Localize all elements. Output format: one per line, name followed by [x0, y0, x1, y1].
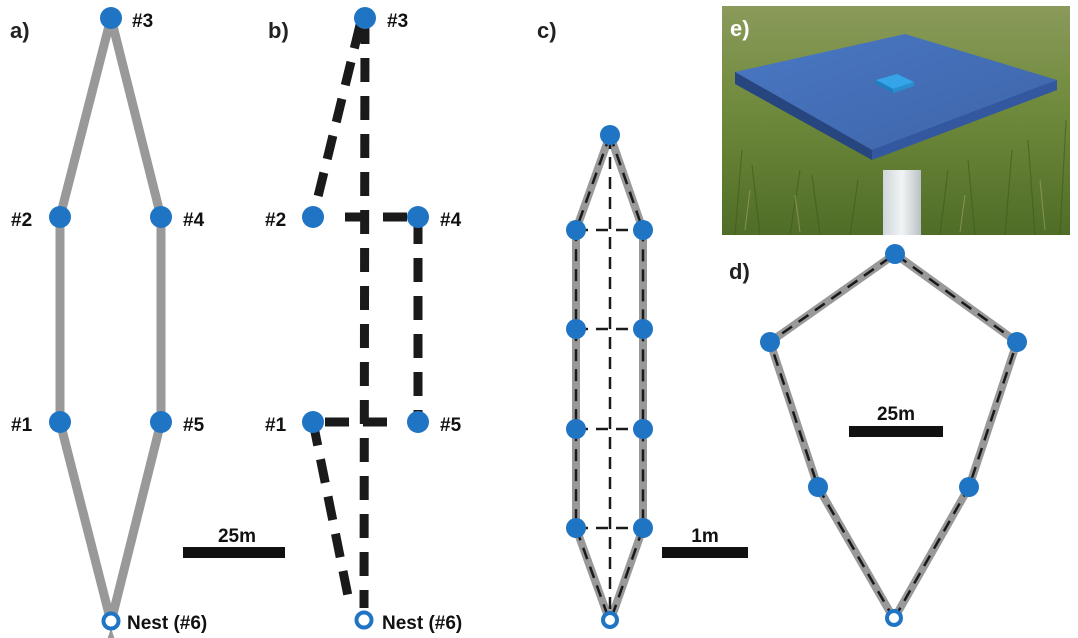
panel-e-label: e)	[730, 16, 750, 41]
board-side	[872, 80, 1057, 160]
node-5	[150, 411, 172, 433]
node-3	[354, 7, 376, 29]
feeder-block-side	[893, 82, 914, 93]
node-top	[600, 125, 620, 145]
node-1	[302, 411, 324, 433]
route-line	[55, 13, 166, 624]
feeder-block	[876, 74, 914, 89]
nest-node	[101, 611, 121, 631]
scale-bar	[662, 547, 748, 558]
node-2-label: #2	[265, 210, 286, 231]
panel-a: a) #3 #2 #4 #1 #5 Nest (#6) 25m	[10, 7, 285, 638]
nest-label: Nest (#6)	[382, 613, 462, 634]
panel-b: b) #3 #2 #4 #1 #5 Nest (#6)	[265, 7, 462, 634]
node	[566, 220, 586, 240]
panel-b-label: b)	[268, 18, 289, 43]
node	[633, 220, 653, 240]
board-side	[735, 72, 872, 160]
feeder-block-side	[876, 80, 893, 93]
right-dash	[608, 134, 645, 623]
panel-e-photo: e)	[722, 6, 1070, 236]
path-4-to-5	[345, 212, 423, 422]
node-4	[150, 206, 172, 228]
node	[566, 518, 586, 538]
nest-node	[601, 611, 619, 629]
node	[760, 332, 780, 352]
nest-node	[354, 610, 374, 630]
node-5-label: #5	[183, 415, 205, 436]
node-3-label: #3	[387, 11, 408, 32]
path-1-to-nest	[308, 421, 355, 607]
scale-bar-label: 25m	[218, 526, 256, 547]
node-3	[100, 7, 122, 29]
node-1-label: #1	[11, 415, 33, 436]
panel-d-label: d)	[729, 259, 750, 284]
scale-bar-a: 25m	[183, 526, 285, 558]
route-tip	[107, 628, 115, 638]
panel-c-dashes	[574, 134, 645, 623]
panel-a-route	[55, 13, 166, 624]
node-4	[407, 206, 429, 228]
path-3-to-2	[308, 23, 365, 219]
scale-bar	[849, 426, 943, 437]
scale-bar-c: 1m	[662, 526, 748, 558]
grass-texture	[734, 119, 1067, 236]
node-5-label: #5	[440, 415, 462, 436]
nest-node	[885, 609, 903, 627]
node-1	[49, 411, 71, 433]
node-2	[302, 206, 324, 228]
node	[633, 518, 653, 538]
grass-highlights	[744, 179, 1046, 233]
support-post	[883, 170, 921, 235]
direct-path	[359, 19, 370, 609]
node	[1007, 332, 1027, 352]
node	[566, 419, 586, 439]
scale-bar-label: 25m	[877, 404, 915, 425]
node	[808, 477, 828, 497]
node-1-label: #1	[265, 415, 287, 436]
node-4-label: #4	[440, 210, 462, 231]
panel-d: d) 25m	[729, 244, 1027, 627]
node-2	[49, 206, 71, 228]
scale-bar-label: 1m	[691, 526, 718, 547]
panel-c-label: c)	[537, 18, 557, 43]
node-3-label: #3	[132, 11, 153, 32]
node	[566, 319, 586, 339]
node-4-label: #4	[183, 210, 205, 231]
scale-bar	[183, 547, 285, 558]
node	[633, 319, 653, 339]
node-2-label: #2	[11, 210, 32, 231]
scale-bar-d: 25m	[849, 404, 943, 437]
panel-c: c) 1m	[537, 18, 748, 629]
node	[959, 477, 979, 497]
node	[885, 244, 905, 264]
node	[633, 419, 653, 439]
nest-label: Nest (#6)	[127, 613, 207, 634]
panel-b-flight-paths	[308, 19, 423, 609]
node-5	[407, 411, 429, 433]
panel-a-label: a)	[10, 18, 30, 43]
left-dash	[574, 134, 612, 623]
